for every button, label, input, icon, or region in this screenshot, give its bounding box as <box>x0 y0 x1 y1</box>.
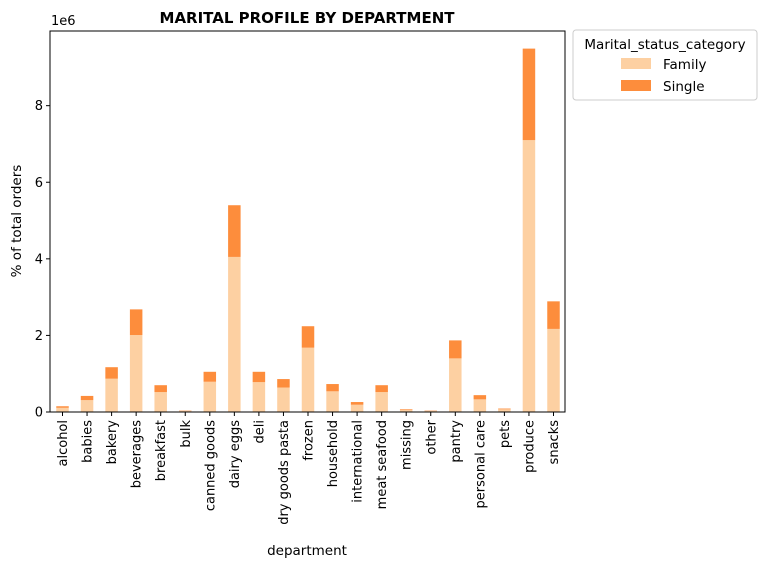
legend-swatch-single <box>621 80 651 91</box>
y-tick-label: 6 <box>35 176 43 191</box>
y-tick-label: 4 <box>35 252 43 267</box>
y-tick-label: 0 <box>35 406 43 421</box>
x-tick-label: bulk <box>179 420 194 448</box>
y-offset-label: 1e6 <box>51 14 76 29</box>
y-tick-label: 8 <box>35 99 43 114</box>
bar-family-bakery <box>105 378 118 412</box>
bars-layer <box>56 48 560 412</box>
bar-family-meat-seafood <box>375 392 388 412</box>
x-tick-label: produce <box>522 420 537 473</box>
x-axis-title: department <box>267 543 347 559</box>
bar-family-alcohol <box>56 407 69 412</box>
bar-family-beverages <box>129 335 143 412</box>
x-tick-label: bakery <box>105 420 120 465</box>
x-tick-label: beverages <box>130 420 145 489</box>
legend-swatch-family <box>621 58 651 69</box>
bar-single-alcohol <box>56 406 69 408</box>
bar-family-deli <box>252 382 266 412</box>
bar-family-produce <box>522 140 536 412</box>
plot-frame <box>49 30 566 413</box>
bar-family-dairy-eggs <box>228 256 241 412</box>
bar-family-breakfast <box>154 392 167 412</box>
bar-single-pantry <box>449 340 462 359</box>
x-axis: alcohol babies bakery beverages breakfast bul… <box>56 412 562 525</box>
legend: Marital_status_category Family Single <box>572 29 758 101</box>
x-tick-label: pets <box>498 420 513 448</box>
y-axis-title: % of total orders <box>9 165 25 278</box>
legend-label-family: Family <box>663 57 706 73</box>
x-tick-label: alcohol <box>56 420 71 466</box>
x-tick-label: frozen <box>302 420 317 461</box>
legend-frame <box>572 29 758 101</box>
bar-single-meat-seafood <box>375 385 388 393</box>
bar-family-canned-goods <box>203 381 217 412</box>
x-tick-label: personal care <box>473 420 488 508</box>
bar-single-babies <box>80 395 94 401</box>
x-tick-label: snacks <box>547 420 562 465</box>
bar-family-household <box>326 391 339 412</box>
bar-single-frozen <box>301 326 315 348</box>
bar-family-international <box>350 404 364 412</box>
x-tick-label: pantry <box>449 420 464 463</box>
bar-family-babies <box>80 400 94 412</box>
bar-family-pantry <box>449 358 462 412</box>
bar-single-dairy-eggs <box>228 205 241 257</box>
x-tick-label: canned goods <box>203 420 218 511</box>
y-tick-label: 2 <box>35 329 43 344</box>
x-tick-label: meat seafood <box>375 420 390 509</box>
bar-family-missing <box>399 410 413 412</box>
x-tick-label: dairy eggs <box>228 420 243 489</box>
chart-title: MARITAL PROFILE BY DEPARTMENT <box>160 9 456 27</box>
bar-single-beverages <box>129 309 143 336</box>
bar-single-personal-care <box>473 395 487 400</box>
x-tick-label: other <box>424 419 439 454</box>
bar-single-bakery <box>105 367 118 379</box>
bar-family-personal-care <box>473 399 487 412</box>
x-tick-label: household <box>326 420 341 487</box>
x-tick-label: international <box>351 420 366 503</box>
bar-single-produce <box>522 48 536 141</box>
bar-single-deli <box>252 371 266 383</box>
legend-title: Marital_status_category <box>584 37 745 53</box>
bar-family-frozen <box>301 347 315 412</box>
bar-single-pets <box>498 408 511 410</box>
x-tick-label: deli <box>252 420 267 443</box>
x-tick-label: dry goods pasta <box>277 420 292 525</box>
x-tick-label: breakfast <box>154 420 169 481</box>
bar-single-international <box>350 402 364 405</box>
x-tick-label: missing <box>400 420 415 470</box>
bar-family-snacks <box>547 328 560 412</box>
bar-single-household <box>326 384 339 392</box>
bar-single-canned-goods <box>203 371 217 382</box>
bar-single-snacks <box>547 301 560 329</box>
y-axis: 0 2 4 6 8 <box>35 99 50 421</box>
bar-single-breakfast <box>154 385 167 393</box>
bar-family-pets <box>498 409 511 412</box>
bar-single-dry-goods-pasta <box>277 379 290 388</box>
bar-family-other <box>424 410 437 412</box>
legend-label-single: Single <box>663 79 705 95</box>
x-tick-label: babies <box>81 420 96 463</box>
bar-single-missing <box>399 409 413 411</box>
bar-family-dry-goods-pasta <box>277 387 290 412</box>
